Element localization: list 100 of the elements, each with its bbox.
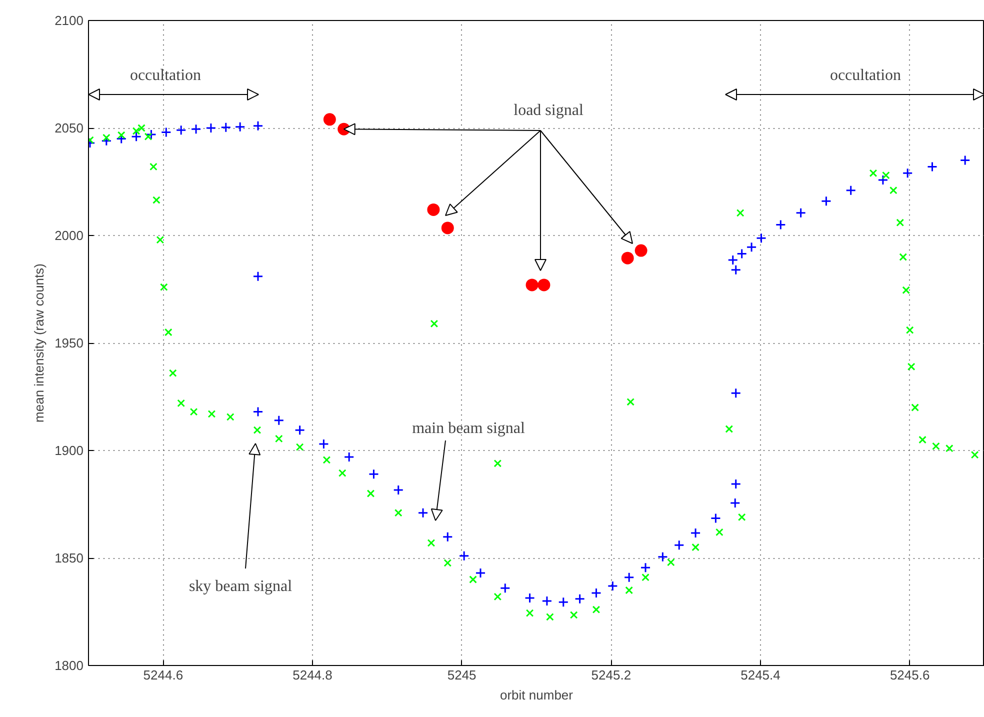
point — [899, 253, 908, 261]
point — [226, 413, 234, 421]
point — [725, 425, 734, 433]
point — [730, 264, 742, 276]
point — [626, 398, 635, 406]
point — [674, 540, 684, 550]
annotation: sky beam signal — [188, 578, 293, 595]
point — [896, 218, 904, 227]
point — [323, 113, 336, 126]
point — [634, 244, 648, 257]
point — [590, 588, 602, 598]
point — [607, 580, 618, 592]
point — [960, 155, 970, 166]
point — [570, 611, 578, 619]
point — [907, 362, 916, 371]
point — [692, 543, 700, 552]
point — [932, 442, 940, 450]
point — [878, 174, 888, 186]
point — [494, 592, 502, 601]
point — [176, 124, 186, 136]
point — [146, 129, 156, 140]
point — [144, 132, 152, 141]
point — [296, 443, 304, 451]
point — [190, 408, 198, 416]
point — [152, 196, 160, 204]
point — [366, 490, 375, 498]
point — [190, 124, 202, 134]
point — [131, 131, 142, 142]
point — [318, 438, 329, 450]
y-tick-label: 1850 — [54, 550, 84, 566]
point — [430, 320, 438, 328]
point — [253, 426, 262, 434]
point — [102, 134, 110, 142]
point — [926, 161, 938, 172]
point — [442, 532, 453, 542]
point — [666, 558, 675, 566]
point — [756, 232, 766, 244]
point — [117, 131, 126, 140]
point — [869, 169, 878, 178]
point — [642, 573, 650, 582]
point — [524, 592, 536, 604]
point — [344, 452, 354, 462]
point — [274, 434, 283, 443]
point — [526, 278, 538, 292]
point — [738, 513, 746, 522]
point — [274, 415, 284, 426]
point — [444, 559, 452, 567]
point — [730, 498, 740, 508]
point — [574, 594, 586, 604]
point — [427, 539, 436, 547]
x-tick-label: 5245 — [447, 668, 476, 682]
point — [970, 450, 979, 459]
point — [710, 512, 721, 524]
annotation: occultation — [130, 67, 202, 84]
x-tick-label: 5245.4 — [740, 668, 780, 682]
point — [730, 478, 742, 490]
point — [208, 410, 216, 418]
point — [640, 562, 651, 573]
point — [220, 122, 232, 133]
point — [234, 122, 246, 132]
point — [294, 424, 306, 436]
point — [889, 186, 898, 194]
point — [911, 404, 919, 412]
point — [322, 456, 331, 464]
point — [730, 388, 742, 398]
point — [160, 283, 168, 292]
point — [796, 208, 806, 218]
point — [458, 550, 470, 562]
point — [393, 484, 404, 496]
point — [546, 612, 554, 621]
y-axis-title: mean intensity (raw counts) — [32, 264, 47, 422]
point — [338, 469, 346, 478]
y-tick-label: 1950 — [54, 336, 84, 350]
point — [542, 596, 552, 606]
point — [690, 528, 701, 538]
point — [882, 171, 890, 180]
x-tick-label: 5244.8 — [292, 668, 332, 682]
point — [736, 208, 744, 217]
point — [902, 168, 913, 178]
point — [746, 242, 757, 252]
point — [150, 162, 158, 171]
point — [736, 248, 748, 260]
point — [494, 459, 502, 468]
x-tick-label: 5244.6 — [143, 668, 184, 682]
y-tick-label: 2050 — [54, 120, 84, 136]
point — [168, 369, 177, 378]
y-tick-label: 1900 — [54, 443, 84, 458]
point — [728, 254, 738, 266]
point — [526, 609, 534, 617]
x-tick-label: 5245.2 — [591, 668, 632, 682]
point — [657, 552, 668, 562]
annotation: load signal — [514, 102, 584, 119]
point — [177, 399, 186, 408]
point — [902, 286, 910, 294]
point — [846, 185, 856, 196]
point — [475, 568, 486, 578]
point — [252, 406, 264, 418]
y-tick-label: 1800 — [54, 658, 84, 673]
point — [820, 196, 832, 206]
point — [427, 203, 440, 216]
